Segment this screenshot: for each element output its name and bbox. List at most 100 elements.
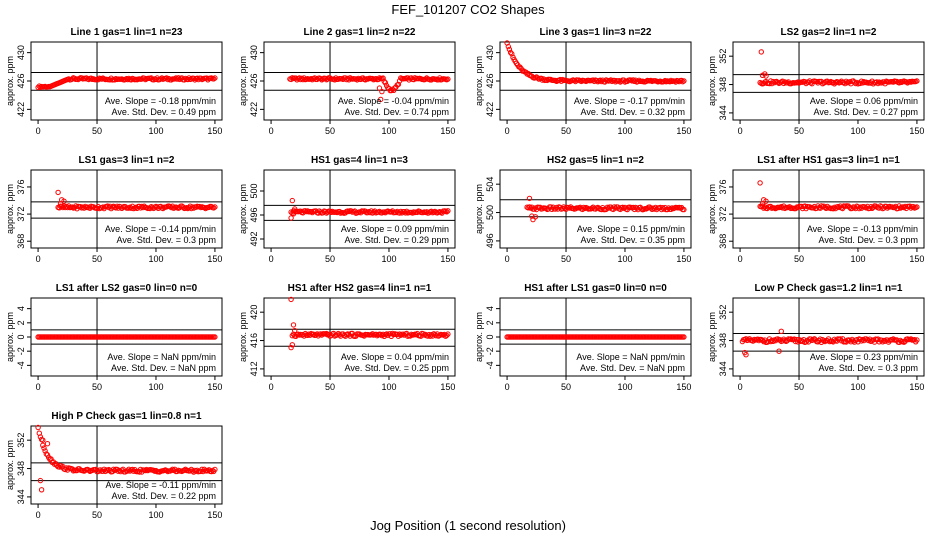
data-point [288, 344, 294, 351]
std-annotation: Ave. Std. Dev. = 0.3 ppm [117, 235, 216, 245]
data-point [123, 76, 130, 82]
data-point [212, 334, 218, 340]
x-tick-label: 0 [269, 382, 274, 392]
y-tick-label: 422 [249, 102, 259, 117]
y-axis-label: approx. ppm [5, 184, 15, 234]
x-tick-label: 0 [36, 126, 41, 136]
panel-9: LS1 after LS2 gas=0 lin=0 n=0 0 50 100 150 -4… [5, 283, 223, 392]
panel-4: LS2 gas=2 lin=1 n=2 0 50 100 150 344 348 352app… [707, 27, 925, 136]
x-axis-label: Jog Position (1 second resolution) [370, 518, 566, 533]
y-tick-label: 344 [718, 105, 728, 120]
data-point [168, 467, 175, 474]
y-tick-label: 430 [16, 45, 26, 60]
data-point [908, 336, 914, 342]
data-point [348, 208, 354, 214]
panel-8: LS1 after HS1 gas=3 lin=1 n=1 0 50 100 150 36… [707, 155, 925, 264]
data-point [174, 76, 180, 82]
x-tick-label: 100 [148, 382, 163, 392]
x-tick-label: 50 [794, 382, 804, 392]
y-tick-label: 420 [249, 305, 259, 320]
data-point [526, 195, 533, 202]
x-tick-label: 50 [92, 126, 102, 136]
y-tick-label: 430 [249, 45, 259, 60]
y-tick-label: 348 [718, 77, 728, 92]
data-point [611, 204, 618, 210]
slope-annotation: Ave. Slope = -0.18 ppm/min [105, 96, 216, 106]
data-point [875, 80, 881, 87]
x-tick-label: 100 [381, 254, 396, 264]
data-point [289, 342, 295, 348]
x-tick-label: 150 [440, 254, 455, 264]
y-tick-label: 368 [16, 234, 26, 249]
data-point [745, 337, 751, 343]
y-tick-label: 376 [718, 179, 728, 194]
y-tick-label: 426 [249, 73, 259, 88]
y-axis-label: approx. ppm [474, 184, 484, 234]
y-tick-label: 348 [718, 333, 728, 348]
x-tick-label: 50 [325, 254, 335, 264]
y-tick-label: -4 [16, 361, 26, 369]
panel-5: LS1 gas=3 lin=1 n=2 0 50 100 150 368 372 376app… [5, 155, 223, 264]
data-point [629, 78, 635, 84]
y-tick-label: 426 [16, 73, 26, 88]
data-point [289, 197, 295, 204]
y-tick-label: 368 [718, 234, 728, 249]
panel-title: LS1 gas=3 lin=1 n=2 [79, 155, 175, 166]
data-point [116, 467, 123, 474]
data-point [380, 75, 386, 81]
y-tick-label: 4 [16, 306, 26, 311]
data-point [778, 328, 784, 334]
data-point [755, 336, 761, 342]
data-point [40, 437, 46, 443]
panel-title: Line 2 gas=1 lin=2 n=22 [303, 27, 415, 38]
x-tick-label: 100 [381, 382, 396, 392]
y-tick-label: 500 [485, 205, 495, 220]
panel-12: Low P Check gas=1.2 lin=1 n=1 0 50 100 150 34… [707, 283, 925, 392]
slope-annotation: Ave. Slope = 0.04 ppm/min [341, 352, 449, 362]
panel-2: Line 2 gas=1 lin=2 n=22 0 50 100 150 422 426 43… [238, 27, 456, 136]
y-tick-label: 4 [485, 306, 495, 311]
x-tick-label: 50 [794, 254, 804, 264]
x-tick-label: 0 [36, 254, 41, 264]
data-point [35, 424, 41, 431]
panel-title: HS1 gas=4 lin=1 n=3 [311, 155, 408, 166]
data-point [194, 467, 200, 473]
y-tick-label: 2 [16, 320, 26, 325]
panel-11: HS1 after LS1 gas=0 lin=0 n=0 0 50 100 150 -4… [474, 283, 692, 392]
data-point [381, 78, 387, 85]
x-tick-label: 100 [148, 254, 163, 264]
y-tick-label: 0 [16, 334, 26, 339]
data-point [288, 215, 294, 221]
std-annotation: Ave. Std. Dev. = 0.27 ppm [814, 107, 918, 117]
plot-frame [732, 297, 925, 377]
data-point [38, 487, 45, 493]
y-tick-label: 496 [249, 207, 259, 222]
data-point [290, 211, 297, 217]
slope-annotation: Ave. Slope = NaN ppm/min [107, 352, 216, 362]
data-point [854, 79, 860, 86]
data-point [69, 204, 76, 210]
slope-annotation: Ave. Slope = 0.15 ppm/min [577, 224, 685, 234]
x-tick-label: 100 [381, 126, 396, 136]
y-axis-label: approx. ppm [474, 312, 484, 362]
data-point [668, 77, 674, 84]
data-point [211, 76, 217, 82]
data-point [168, 77, 175, 83]
x-tick-label: 100 [617, 126, 632, 136]
x-tick-label: 50 [325, 382, 335, 392]
data-point [292, 327, 298, 334]
std-annotation: Ave. Std. Dev. = 0.3 ppm [819, 235, 918, 245]
data-point [681, 334, 687, 340]
x-tick-label: 150 [676, 254, 691, 264]
y-tick-label: 412 [249, 361, 259, 376]
x-tick-label: 100 [850, 126, 865, 136]
data-point [139, 203, 145, 210]
data-point [775, 79, 781, 86]
x-tick-label: 150 [440, 126, 455, 136]
data-point [428, 208, 435, 215]
slope-annotation: Ave. Slope = -0.14 ppm/min [105, 224, 216, 234]
slope-annotation: Ave. Slope = NaN ppm/min [576, 352, 685, 362]
data-point [400, 331, 406, 337]
data-point [445, 76, 451, 82]
plot-frame [30, 169, 223, 249]
